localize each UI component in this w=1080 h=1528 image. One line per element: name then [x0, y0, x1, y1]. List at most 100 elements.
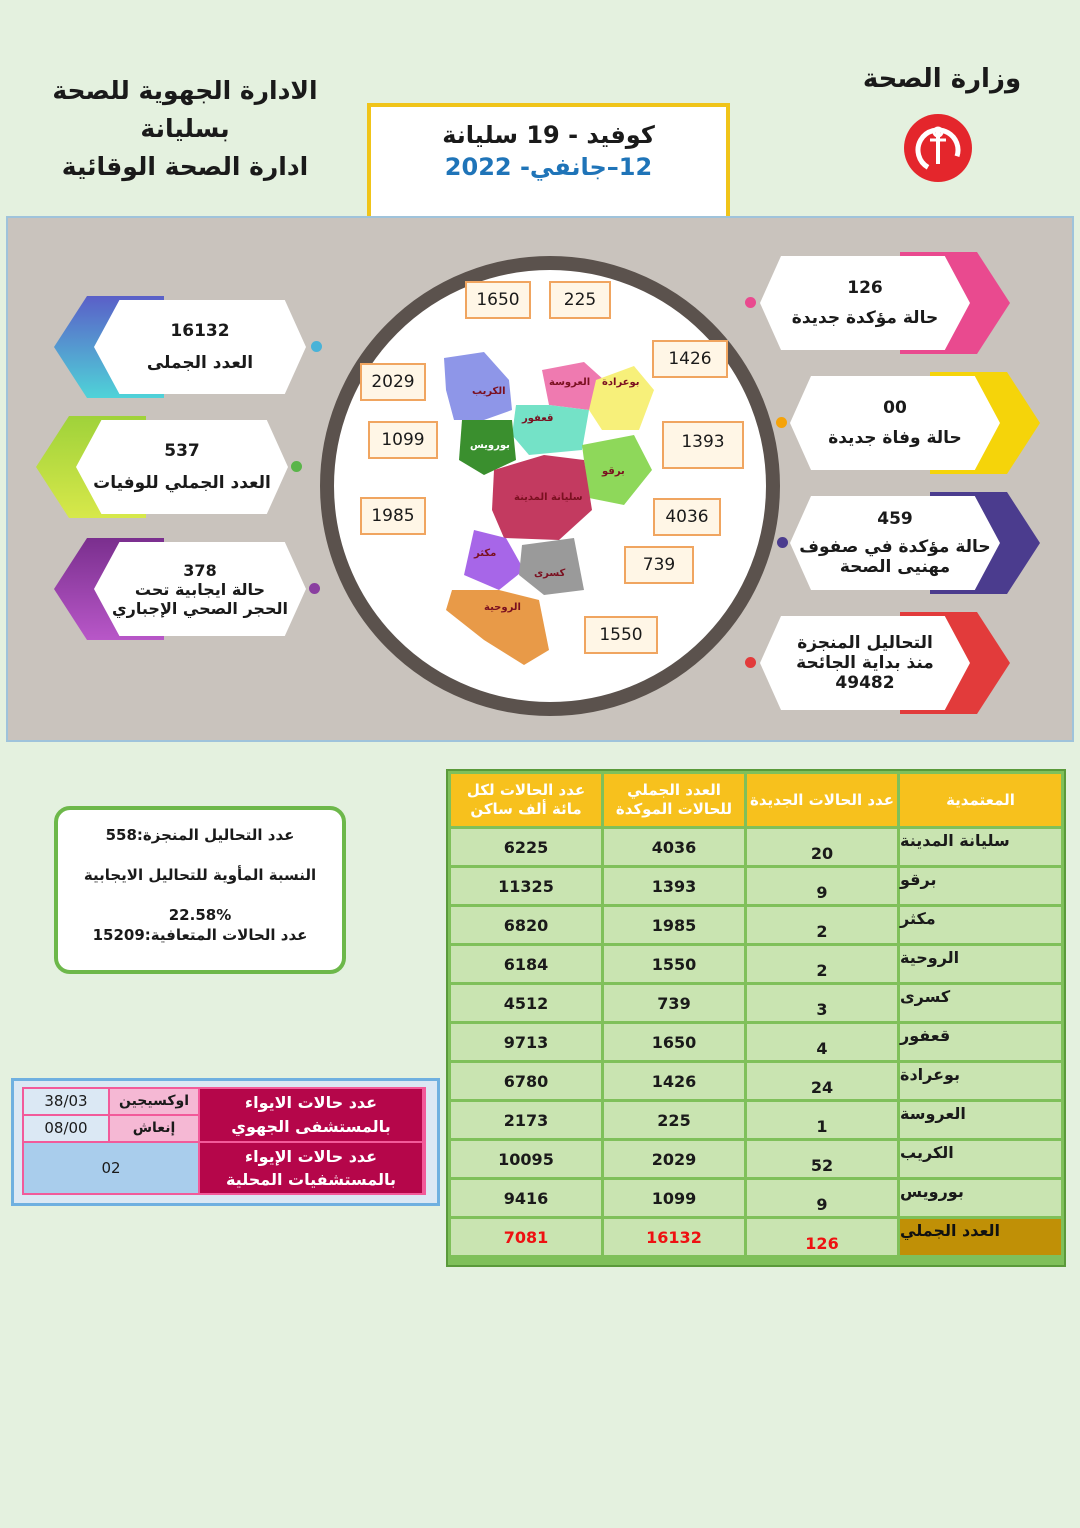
col-total: العدد الجملي للحالات الموكدة — [604, 774, 744, 826]
directorate-line-3: ادارة الصحة الوقائية — [61, 152, 309, 181]
map-label-bouarada: بوعرادة — [602, 377, 640, 388]
cell-new: 9 — [747, 868, 897, 904]
card-bullet — [745, 657, 756, 668]
recovered-label: عدد الحالات المتعافية:15209 — [92, 926, 308, 944]
map-value-makthar: 1985 — [360, 497, 426, 535]
col-delegation: المعتمدية — [900, 774, 1061, 826]
cell-delegation: سليانة المدينة — [900, 829, 1061, 865]
health-workers-label: حالة مؤكدة في صفوف — [799, 537, 991, 557]
cell-new: 3 — [747, 985, 897, 1021]
cell-delegation: بورويس — [900, 1180, 1061, 1216]
card-health-workers: 459 حالة مؤكدة في صفوف مهنيى الصحة — [790, 492, 1040, 594]
table-row: 4512 739 3 كسرى — [451, 985, 1061, 1021]
cell-per100k: 6225 — [451, 829, 601, 865]
map-label-rouhia: الروحية — [484, 602, 521, 613]
map-value-kesra: 739 — [624, 546, 694, 584]
cell-total: 1426 — [604, 1063, 744, 1099]
table-row: 2173 225 1 العروسة — [451, 1102, 1061, 1138]
card-bullet — [309, 583, 320, 594]
local-hospital-label: عدد حالات الإيواء بالمستشفيات المحلية — [200, 1143, 422, 1193]
map-region-kesra — [519, 538, 584, 595]
total-tests-value: 49482 — [835, 673, 895, 693]
map-region-siliana — [492, 455, 592, 540]
cell-per100k: 6820 — [451, 907, 601, 943]
map-region-gaafour — [512, 405, 589, 455]
map-label-makthar: مكثر — [474, 548, 497, 559]
cell-per100k: 7081 — [451, 1219, 601, 1255]
table-row: 6820 1985 2 مكثر — [451, 907, 1061, 943]
map-label-bargou: برقو — [602, 466, 625, 477]
map-value-bargou: 1393 — [662, 421, 744, 469]
card-total-tests: التحاليل المنجزة منذ بداية الجائحة 49482 — [760, 612, 1010, 714]
cell-per100k: 4512 — [451, 985, 601, 1021]
cell-total: 1099 — [604, 1180, 744, 1216]
total-tests-label: التحاليل المنجزة — [797, 633, 933, 653]
table-row: 9416 1099 9 بورويس — [451, 1180, 1061, 1216]
icu-label: إنعاش — [110, 1116, 198, 1141]
new-deaths-value: 00 — [883, 398, 907, 418]
map-region-laaroussa — [542, 362, 604, 410]
directorate-line-1: الادارة الجهوية للصحة — [52, 76, 318, 105]
oxygen-value: 38/03 — [24, 1089, 108, 1114]
report-date: 12–جانفي- 2022 — [444, 153, 653, 181]
total-cases-value: 16132 — [170, 321, 230, 341]
total-cases-label: العدد الجملى — [146, 353, 254, 373]
card-new-deaths: 00 حالة وفاة جديدة — [790, 372, 1040, 474]
total-tests-label-2: منذ بداية الجائحة — [796, 653, 934, 673]
cell-delegation: كسرى — [900, 985, 1061, 1021]
quarantine-label: حالة ايجابية تحت — [134, 579, 266, 599]
cell-new: 24 — [747, 1063, 897, 1099]
total-deaths-label: العدد الجملي للوفيات — [93, 473, 271, 493]
tests-done-label: عدد التحاليل المنجزة:558 — [105, 826, 295, 844]
cell-delegation: برقو — [900, 868, 1061, 904]
cell-new: 1 — [747, 1102, 897, 1138]
cell-new: 52 — [747, 1141, 897, 1177]
map-value-gaafour: 1650 — [465, 281, 531, 319]
local-hospital-value: 02 — [24, 1143, 198, 1193]
cell-total: 1550 — [604, 946, 744, 982]
card-new-confirmed: 126 حالة مؤكدة جديدة — [760, 252, 1010, 354]
cell-delegation: قعفور — [900, 1024, 1061, 1060]
hospitalization-box: عدد حالات الايواء بالمستشفى الجهوي اوكسي… — [11, 1078, 440, 1206]
icu-value: 08/00 — [24, 1116, 108, 1141]
cell-total: 1985 — [604, 907, 744, 943]
cell-total: 739 — [604, 985, 744, 1021]
cell-per100k: 11325 — [451, 868, 601, 904]
table-row: 6184 1550 2 الروحية — [451, 946, 1061, 982]
card-quarantine: 378 حالة ايجابية تحت الحجر الصحي الإجبار… — [54, 538, 306, 640]
oxygen-label: اوكسيجين — [110, 1089, 198, 1114]
map-region-rouhia — [446, 590, 549, 665]
new-confirmed-value: 126 — [847, 278, 883, 298]
health-workers-value: 459 — [877, 509, 913, 529]
table-row: 6225 4036 20 سليانة المدينة — [451, 829, 1061, 865]
directorate-line-2: بسليانة — [140, 114, 230, 143]
total-deaths-value: 537 — [164, 441, 200, 461]
map-value-bourouis: 1099 — [368, 421, 438, 459]
map-region-bourouis — [459, 420, 516, 475]
cell-per100k: 10095 — [451, 1141, 601, 1177]
cell-per100k: 2173 — [451, 1102, 601, 1138]
cell-delegation: العروسة — [900, 1102, 1061, 1138]
map-value-krib: 2029 — [360, 363, 426, 401]
new-deaths-label: حالة وفاة جديدة — [828, 428, 962, 448]
cell-new: 2 — [747, 946, 897, 982]
cell-new: 4 — [747, 1024, 897, 1060]
cell-delegation: الكريب — [900, 1141, 1061, 1177]
ministry-logo-icon — [904, 114, 972, 182]
cell-total: 2029 — [604, 1141, 744, 1177]
cell-delegation: مكثر — [900, 907, 1061, 943]
map-label-bourouis: بورويس — [470, 440, 510, 451]
cell-per100k: 9713 — [451, 1024, 601, 1060]
regional-hospital-label: عدد حالات الايواء بالمستشفى الجهوي — [200, 1089, 422, 1141]
positive-rate-label: النسبة المأوية للتحاليل الايجابية — [83, 866, 317, 884]
card-total-deaths: 537 العدد الجملي للوفيات — [36, 416, 288, 518]
card-bullet — [777, 537, 788, 548]
table-row: 9713 1650 4 قعفور — [451, 1024, 1061, 1060]
cell-new: 2 — [747, 907, 897, 943]
table-row: 11325 1393 9 برقو — [451, 868, 1061, 904]
cell-new: 126 — [747, 1219, 897, 1255]
map-value-siliana: 4036 — [653, 498, 721, 536]
report-title: كوفيد - 19 سليانة — [442, 121, 655, 149]
cell-per100k: 6780 — [451, 1063, 601, 1099]
card-bullet — [776, 417, 787, 428]
